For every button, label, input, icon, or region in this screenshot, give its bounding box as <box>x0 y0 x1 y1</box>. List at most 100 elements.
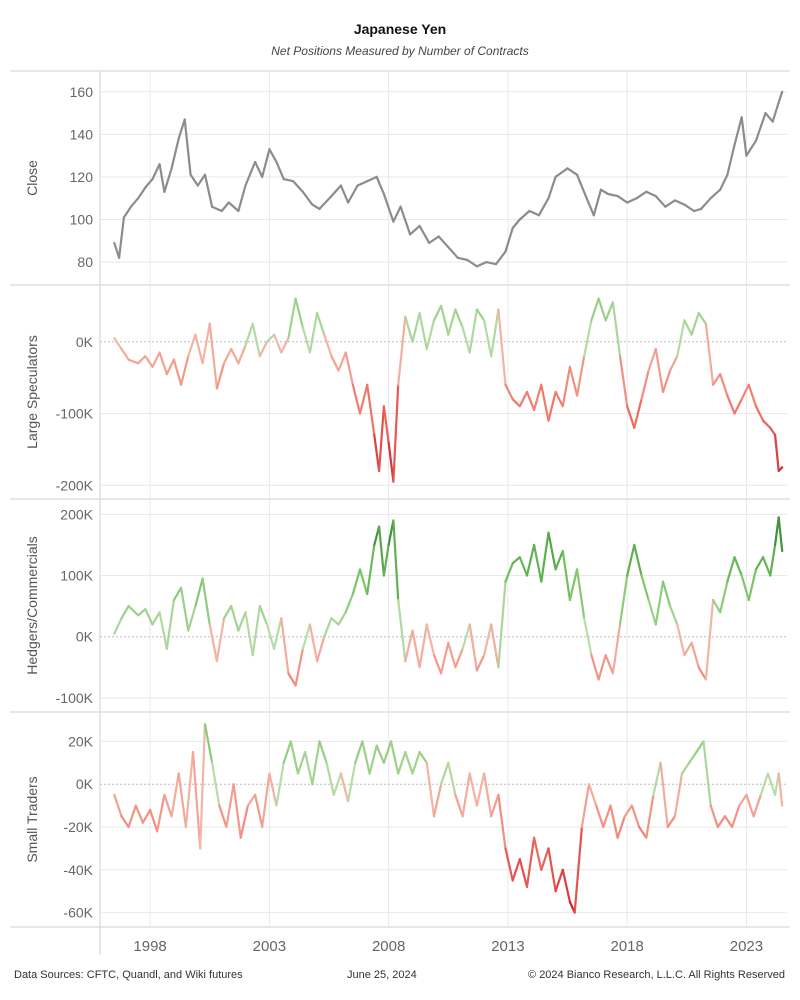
series-segment <box>702 740 712 807</box>
series-segment <box>547 390 557 422</box>
series-segment <box>194 333 204 365</box>
series-segment <box>661 580 672 608</box>
series-segment <box>754 111 767 142</box>
series-segment <box>490 308 500 358</box>
series-segment <box>740 116 748 157</box>
series-segment <box>268 772 278 807</box>
series-segment <box>454 308 464 329</box>
series-segment <box>382 192 395 223</box>
series-segment <box>225 783 235 829</box>
y-tick-label: 120 <box>70 169 94 185</box>
series-segment <box>158 351 168 376</box>
series-segment <box>254 793 264 829</box>
y-axis-label: Hedgers/Commercials <box>24 536 40 674</box>
series-segment <box>454 647 464 669</box>
series-segment <box>733 116 743 147</box>
chart-subtitle: Net Positions Measured by Number of Cont… <box>271 44 529 58</box>
series-segment <box>764 111 774 123</box>
chart-title: Japanese Yen <box>353 21 447 37</box>
series-segment <box>611 301 622 358</box>
series-segment <box>447 761 457 797</box>
series-segment <box>399 205 412 236</box>
series-segment <box>149 808 159 833</box>
series-segment <box>211 761 221 807</box>
series-segment <box>387 441 395 483</box>
series-segment <box>661 369 672 394</box>
series-segment <box>740 383 750 401</box>
series-segment <box>680 761 691 775</box>
series-segment <box>647 598 657 626</box>
series-segment <box>626 405 636 429</box>
series-segment <box>409 224 421 236</box>
data-sources: Data Sources: CFTC, Quandl, and Wiki fut… <box>14 969 243 981</box>
series-segment <box>726 394 736 415</box>
series-segment <box>709 188 722 200</box>
y-tick-label: 100 <box>70 212 94 228</box>
series-segment <box>120 604 130 620</box>
series-segment <box>740 574 750 602</box>
series-segment <box>347 761 357 803</box>
series-segment <box>323 617 333 638</box>
series-segment <box>587 783 598 807</box>
series-segment <box>137 608 147 617</box>
series-segment <box>468 308 478 354</box>
series-segment <box>325 761 335 797</box>
series-segment <box>483 319 493 358</box>
series-segment <box>404 750 414 775</box>
series-segment <box>258 604 269 626</box>
series-segment <box>191 750 202 850</box>
series-segment <box>170 772 180 818</box>
series-segment <box>351 383 362 415</box>
series-segment <box>113 337 123 351</box>
series-segment <box>771 101 780 123</box>
series-segment <box>220 201 230 213</box>
series-segment <box>683 319 693 336</box>
series-segment <box>311 203 321 210</box>
series-segment <box>777 772 784 807</box>
series-segment <box>647 347 657 372</box>
series-segment <box>640 369 650 401</box>
series-segment <box>237 344 247 365</box>
series-segment <box>618 355 629 408</box>
series-segment <box>318 740 328 764</box>
series-segment <box>144 178 154 189</box>
series-segment <box>432 653 443 675</box>
y-tick-label: -100K <box>56 406 94 422</box>
series-segment <box>151 351 161 368</box>
series-segment <box>151 611 161 626</box>
series-segment <box>633 398 643 429</box>
series-segment <box>392 383 400 483</box>
series-segment <box>673 772 684 818</box>
series-segment <box>201 577 211 626</box>
series-segment <box>554 549 564 571</box>
series-segment <box>490 623 500 669</box>
series-segment <box>282 178 295 183</box>
series-segment <box>425 761 436 818</box>
series-segment <box>165 358 175 376</box>
series-segment <box>404 629 414 663</box>
series-segment <box>494 250 507 266</box>
series-segment <box>745 793 755 818</box>
series-segment <box>122 205 133 219</box>
series-segment <box>704 322 715 386</box>
series-segment <box>418 312 428 351</box>
series-segment <box>397 315 407 386</box>
series-segment <box>411 629 421 669</box>
series-segment <box>280 617 290 675</box>
series-segment <box>497 580 507 669</box>
series-segment <box>296 750 307 775</box>
series-segment <box>163 793 173 818</box>
series-segment <box>113 793 123 818</box>
series-segment <box>163 167 173 193</box>
series-segment <box>554 868 564 893</box>
series-segment <box>711 373 722 386</box>
series-segment <box>323 333 333 358</box>
panel-large-speculators: -200K -100K 0K Large Speculators <box>10 285 790 500</box>
series-segment <box>747 568 758 602</box>
y-axis-label: Large Speculators <box>24 335 40 449</box>
series-segment <box>554 167 569 178</box>
series-segment <box>518 390 529 408</box>
series-segment <box>580 783 591 829</box>
series-segment <box>354 740 364 764</box>
